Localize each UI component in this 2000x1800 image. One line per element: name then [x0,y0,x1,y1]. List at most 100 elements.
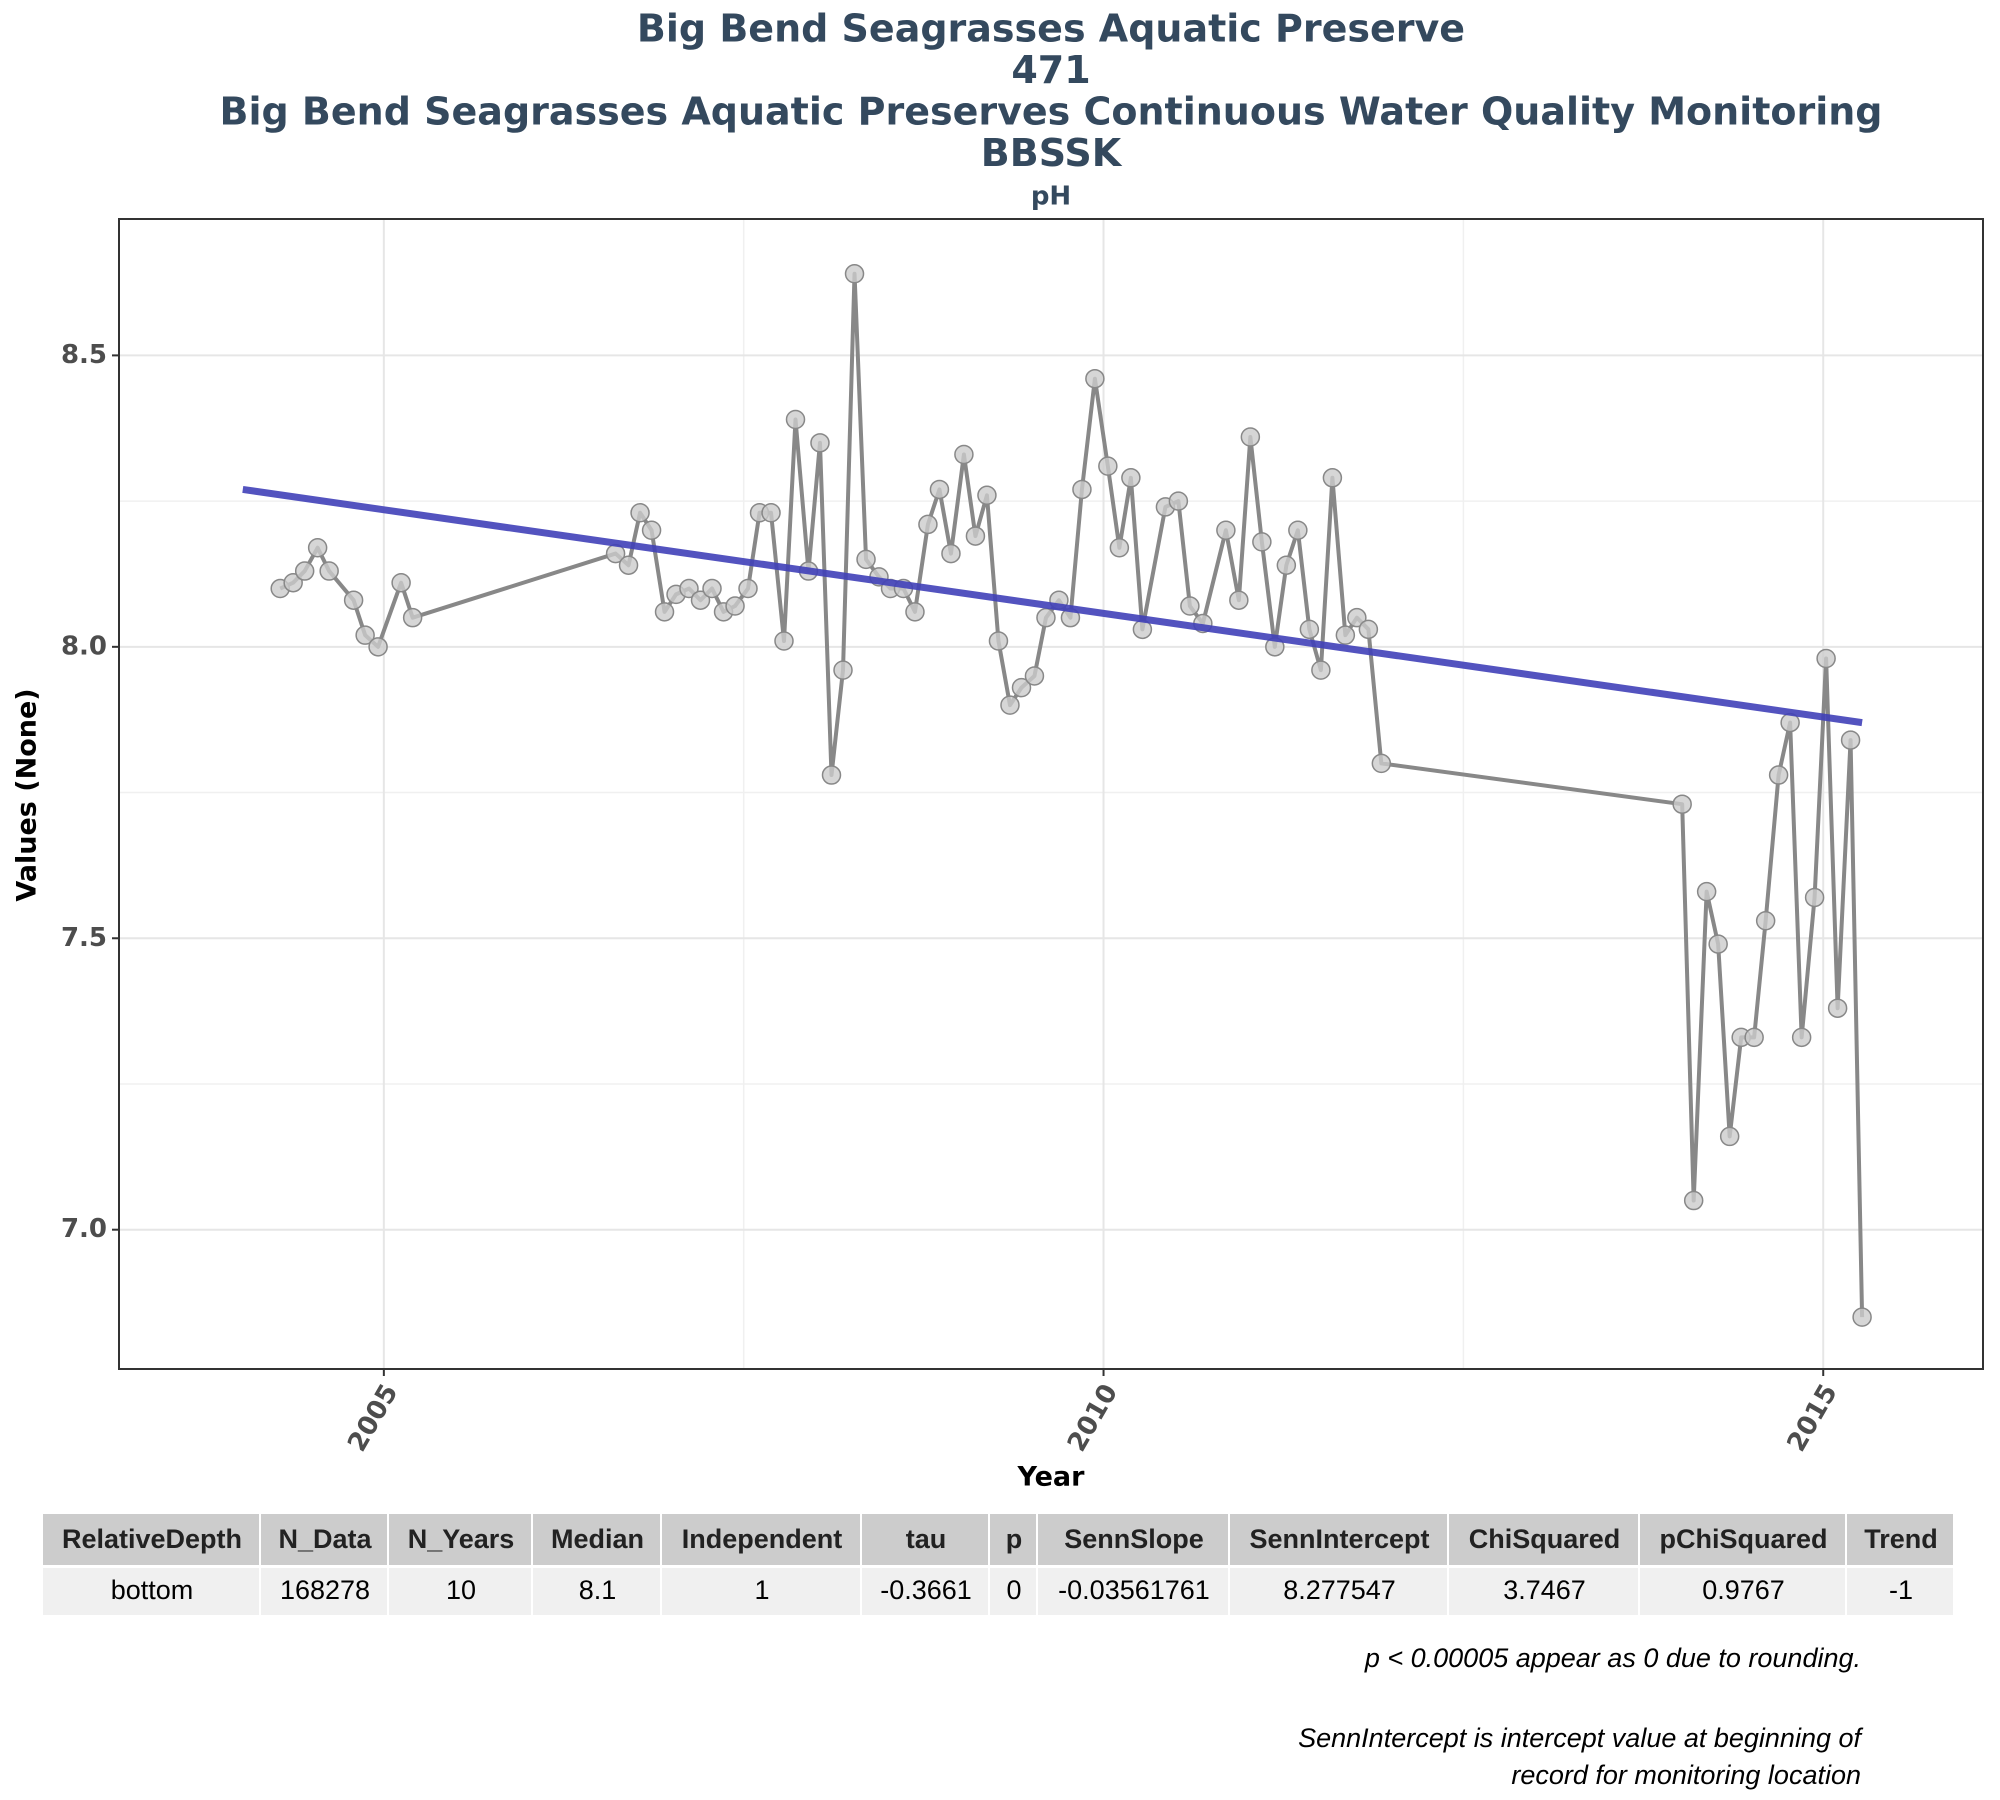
x-tick-label: 2015 [1782,1379,1844,1457]
data-point [641,520,662,541]
data-point [1098,456,1118,476]
data-point [690,590,711,610]
footnote: p < 0.00005 appear as 0 due to rounding. [1364,1643,1861,1673]
table-value: 10 [446,1575,476,1605]
table-cell [389,1568,531,1615]
table-value: 1 [754,1575,769,1605]
table-cell [261,1568,387,1615]
footnote: record for monitoring location [1511,1760,1861,1790]
data-point [785,409,806,430]
table-header-cell [862,1514,988,1565]
data-point [402,607,423,628]
data-point [1000,695,1020,715]
chart-subtitle: pH [1031,182,1071,212]
data-point [368,637,388,657]
table-header: pChiSquared [1659,1524,1827,1554]
chart-title: Big Bend Seagrasses Aquatic Preserves Co… [220,90,1883,134]
data-point [977,485,997,506]
table-header-cell [1449,1514,1638,1565]
data-point [1804,887,1825,908]
data-point [1109,537,1130,558]
data-point [1322,468,1343,488]
x-tick-label: 2005 [342,1379,404,1457]
data-point [1371,753,1392,774]
table-header-cell [389,1514,531,1565]
table-header-cell [261,1514,387,1565]
data-point [833,660,853,680]
table-value: 8.1 [579,1575,617,1605]
table-cell [1640,1568,1845,1615]
table-header: RelativeDepth [62,1524,242,1554]
table-header-cell [1640,1514,1845,1565]
table-cell [1449,1568,1638,1615]
data-point [1708,934,1728,954]
table-value: bottom [111,1575,194,1605]
data-point [283,572,303,593]
x-tick-label: 2010 [1062,1379,1124,1457]
table-value: -0.03561761 [1058,1575,1210,1605]
chart-title: Big Bend Seagrasses Aquatic Preserve [637,7,1465,51]
data-point [1768,765,1789,785]
table-cell [1038,1568,1228,1615]
table-value: -1 [1889,1575,1913,1605]
data-point [1240,427,1261,447]
data-point [1011,677,1032,698]
data-point [1168,491,1189,511]
data-point [1683,1190,1704,1211]
data-point [654,602,675,622]
data-point [844,264,865,284]
chart-title: 471 [1011,48,1090,92]
data-point [1216,520,1236,541]
data-point [355,625,375,645]
data-point [1024,666,1045,686]
chart-title: BBSSK [981,131,1123,175]
data-point [1121,468,1141,488]
footnote: SennIntercept is intercept value at begi… [1298,1723,1863,1753]
table-header-cell [1230,1514,1447,1565]
table-header-cell [43,1514,259,1565]
data-point [1288,520,1308,541]
data-point [1791,1027,1812,1048]
data-point [294,561,315,581]
y-tick-label: 8.0 [61,631,107,661]
trend-line [242,485,1863,727]
data-point [1852,1307,1872,1327]
data-point [630,503,650,523]
table-cell [533,1568,660,1615]
data-point [774,631,794,651]
data-point [810,433,830,453]
data-point [1840,730,1861,750]
table-cell [43,1568,259,1615]
table-header-cell [662,1514,860,1565]
data-point [702,578,722,599]
table-header: Trend [1864,1524,1938,1554]
table-header: N_Years [408,1524,515,1554]
data-point [1672,794,1692,814]
data-point [1335,625,1356,645]
data-point [1072,479,1092,500]
table-header: N_Data [278,1524,372,1554]
table-cell [1847,1568,1953,1615]
data-point [918,514,938,535]
data-point [1719,1126,1740,1147]
data-point [1347,607,1367,628]
table-value: 0.9767 [1702,1575,1785,1605]
table-header: Median [551,1524,644,1554]
data-point [343,590,364,610]
y-tick-label: 7.0 [61,1214,107,1244]
data-point [1229,590,1249,610]
data-point [1358,619,1379,640]
table-header: tau [906,1524,947,1554]
table-cell [1230,1568,1447,1615]
table-value: 8.277547 [1283,1575,1396,1605]
data-point [941,543,961,564]
y-axis-title: Values (None) [12,688,43,901]
data-point [679,578,699,599]
data-point [761,503,781,523]
table-value: 3.7467 [1503,1575,1586,1605]
data-point [1827,998,1848,1018]
data-point [1299,619,1320,640]
table-header: Independent [682,1524,843,1554]
data-point [929,479,950,500]
